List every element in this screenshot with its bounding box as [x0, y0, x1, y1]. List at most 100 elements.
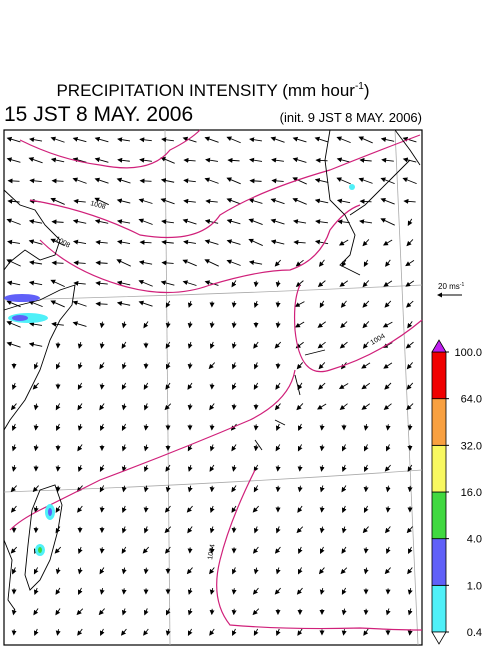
wind-arrow	[294, 301, 305, 307]
wind-arrow	[358, 136, 373, 144]
wind-arrow	[253, 485, 259, 493]
wind-arrow	[100, 628, 105, 636]
wind-arrow	[209, 444, 215, 452]
wind-arrow	[319, 485, 325, 493]
wind-arrow	[187, 587, 193, 595]
wind-arrow	[182, 280, 197, 286]
wind-arrow	[248, 198, 263, 204]
wind-arrow	[297, 628, 303, 636]
wind-arrow	[99, 383, 105, 390]
wind-arrow	[403, 198, 416, 204]
wind-arrow	[270, 198, 285, 205]
wind-arrow	[139, 239, 152, 245]
wind-arrow	[165, 382, 171, 390]
wind-arrow	[292, 177, 307, 185]
wind-arrow	[33, 567, 39, 575]
wind-arrow	[385, 608, 391, 616]
wind-arrow	[380, 218, 395, 226]
wind-arrow	[77, 382, 83, 390]
wind-arrow	[143, 403, 149, 411]
wind-arrow	[406, 403, 414, 411]
wind-arrow	[253, 362, 259, 370]
colorbar-segment	[431, 398, 447, 446]
wind-arrow	[205, 157, 219, 163]
wind-arrow	[160, 198, 175, 205]
wind-arrow	[187, 608, 193, 616]
wind-arrow	[253, 280, 259, 288]
wind-arrow	[160, 280, 175, 286]
wind-arrow	[143, 382, 149, 390]
wind-arrow	[205, 198, 218, 204]
wind-arrow	[55, 505, 61, 513]
wind-arrow	[362, 239, 370, 247]
wind-arrow	[204, 219, 219, 224]
wind-arrow	[341, 608, 347, 616]
wind-arrow	[121, 321, 127, 329]
wind-arrow	[231, 362, 237, 370]
wind-arrow	[384, 300, 392, 308]
wind-arrow	[386, 444, 391, 452]
wind-arrow	[359, 198, 372, 204]
wind-arrow	[380, 177, 395, 185]
valid-time: 15 JST 8 MAY. 2006	[4, 103, 193, 126]
wind-arrow	[138, 260, 153, 266]
wind-arrow	[33, 403, 39, 411]
wind-arrow	[319, 465, 325, 472]
wind-arrow	[11, 444, 17, 452]
wind-arrow	[336, 177, 351, 185]
wind-arrow	[336, 136, 351, 144]
wind-arrow	[248, 238, 263, 246]
wind-arrow	[10, 546, 17, 554]
wind-arrow	[165, 485, 171, 493]
wind-arrow	[363, 424, 369, 431]
wind-arrow	[248, 218, 263, 225]
wind-arrow	[72, 157, 87, 163]
wind-arrow	[116, 198, 131, 204]
wind-arrow	[99, 464, 105, 472]
taiwan	[24, 484, 63, 591]
wind-arrow	[383, 362, 393, 369]
wind-arrow	[55, 465, 61, 472]
wind-arrow	[319, 587, 325, 595]
wind-arrow	[51, 260, 64, 266]
colorbar-over	[431, 339, 447, 353]
wind-arrow	[315, 157, 328, 163]
wind-arrow	[407, 321, 413, 329]
wind-arrow	[292, 219, 307, 225]
wind-arrow	[187, 300, 193, 308]
wind-arrow	[94, 197, 109, 206]
wind-arrow	[209, 505, 215, 513]
wind-arrow	[231, 301, 237, 308]
wind-arrow	[165, 628, 171, 636]
wind-arrow	[383, 239, 393, 246]
wind-arrow	[138, 218, 153, 225]
wind-arrow	[209, 567, 215, 575]
precipitation	[4, 184, 355, 556]
meridian	[394, 129, 419, 646]
wind-arrow	[341, 546, 347, 554]
wind-arrow	[33, 608, 39, 616]
wind-arrow	[339, 403, 348, 410]
wind-arrow	[117, 137, 131, 143]
wind-arrow	[116, 239, 131, 245]
wind-arrow	[187, 362, 193, 370]
wind-arrow	[182, 136, 197, 143]
wind-arrow	[292, 136, 307, 143]
wind-arrow	[231, 444, 237, 452]
wind-arrow	[384, 567, 391, 575]
wind-arrow	[204, 280, 219, 286]
isobar	[29, 134, 421, 239]
wind-arrow	[226, 177, 241, 185]
wind-arrow	[275, 526, 281, 534]
wind-arrow	[320, 546, 325, 554]
wind-arrow	[55, 403, 61, 411]
wind-arrow	[165, 321, 171, 329]
wind-arrow	[385, 546, 391, 554]
wind-arrow	[361, 403, 371, 410]
wind-arrow	[405, 260, 415, 267]
wind-arrow	[249, 137, 263, 143]
wind-arrow	[94, 136, 109, 143]
wind-arrow	[270, 239, 285, 245]
wind-arrow	[33, 444, 39, 452]
wind-arrow	[187, 382, 193, 390]
